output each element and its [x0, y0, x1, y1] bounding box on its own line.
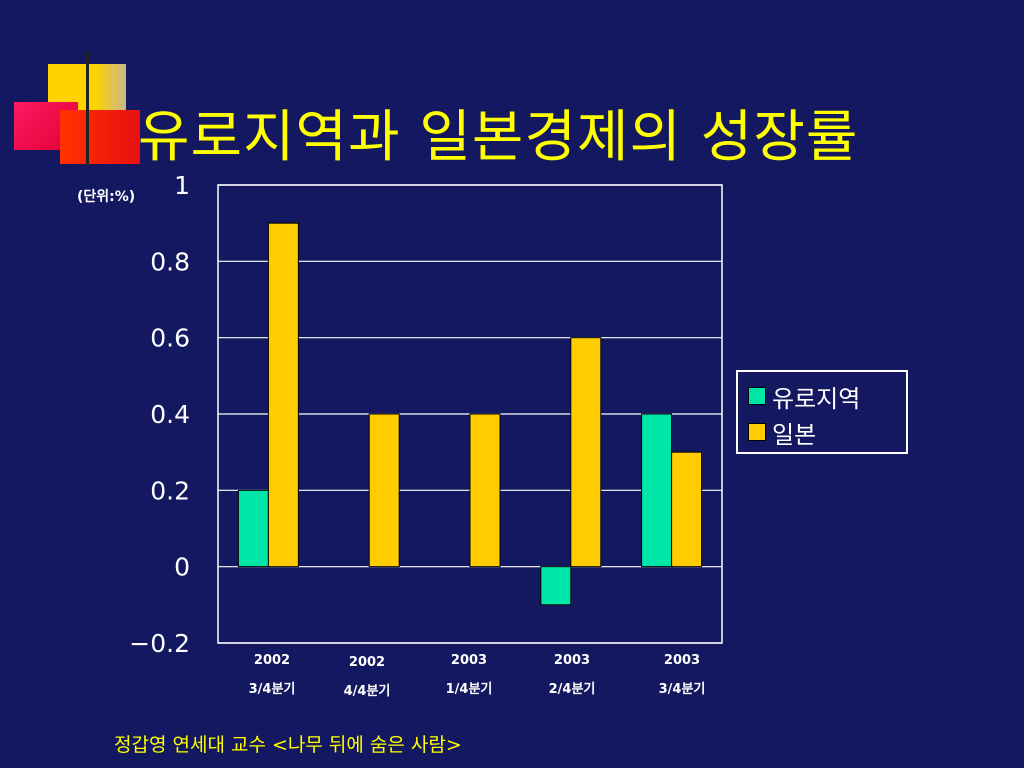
- bar-japan: [570, 337, 602, 568]
- legend-swatch-euro: [748, 387, 766, 405]
- unit-label: (단위:%): [77, 189, 136, 205]
- footer-credit: 정갑영 연세대 교수 <나무 뒤에 숨은 사람>: [114, 734, 462, 756]
- y-tick-label: 0: [174, 553, 190, 582]
- x-label-year: 2003: [450, 653, 488, 668]
- y-tick-label: 0.2: [150, 476, 190, 505]
- page-title: 유로지역과 일본경제의 성장률: [138, 105, 859, 170]
- bar-japan: [267, 222, 299, 568]
- legend-swatch-japan: [748, 423, 766, 441]
- y-tick-label: 1: [174, 171, 190, 200]
- x-label-quarter: 3/4분기: [658, 682, 706, 697]
- decor-orange-block: [60, 110, 140, 164]
- legend-label-euro: 유로지역: [772, 384, 861, 413]
- y-tick-label: 0.8: [150, 247, 190, 276]
- bar-japan: [368, 413, 400, 568]
- x-label-year: 2002: [348, 655, 386, 670]
- legend-label-japan: 일본: [772, 420, 817, 449]
- chart-legend: 유로지역 일본: [736, 370, 908, 454]
- y-tick-label: 0.6: [150, 324, 190, 353]
- decor-vertical-bar: [86, 52, 89, 166]
- x-label-year: 2003: [553, 653, 591, 668]
- bar-euro: [540, 566, 572, 606]
- x-label-3: 2003 2/4분기: [527, 646, 617, 704]
- bar-japan: [469, 413, 501, 568]
- x-label-quarter: 1/4분기: [445, 682, 493, 697]
- x-label-year: 2003: [663, 653, 701, 668]
- x-label-2: 2003 1/4분기: [424, 646, 514, 704]
- x-label-quarter: 4/4분기: [343, 684, 391, 699]
- bar-japan: [671, 451, 703, 568]
- x-label-4: 2003 3/4분기: [637, 646, 727, 704]
- x-label-1: 2002 4/4분기: [322, 648, 412, 706]
- x-label-quarter: 2/4분기: [548, 682, 596, 697]
- bar-euro: [237, 489, 269, 568]
- y-tick-label: 0.4: [150, 400, 190, 429]
- y-tick-label: −0.2: [129, 629, 190, 658]
- x-label-year: 2002: [253, 653, 291, 668]
- legend-item-japan: 일본: [748, 414, 896, 450]
- x-label-quarter: 3/4분기: [248, 682, 296, 697]
- x-label-0: 2002 3/4분기: [227, 646, 317, 704]
- legend-item-euro: 유로지역: [748, 378, 896, 414]
- bar-euro: [641, 413, 673, 568]
